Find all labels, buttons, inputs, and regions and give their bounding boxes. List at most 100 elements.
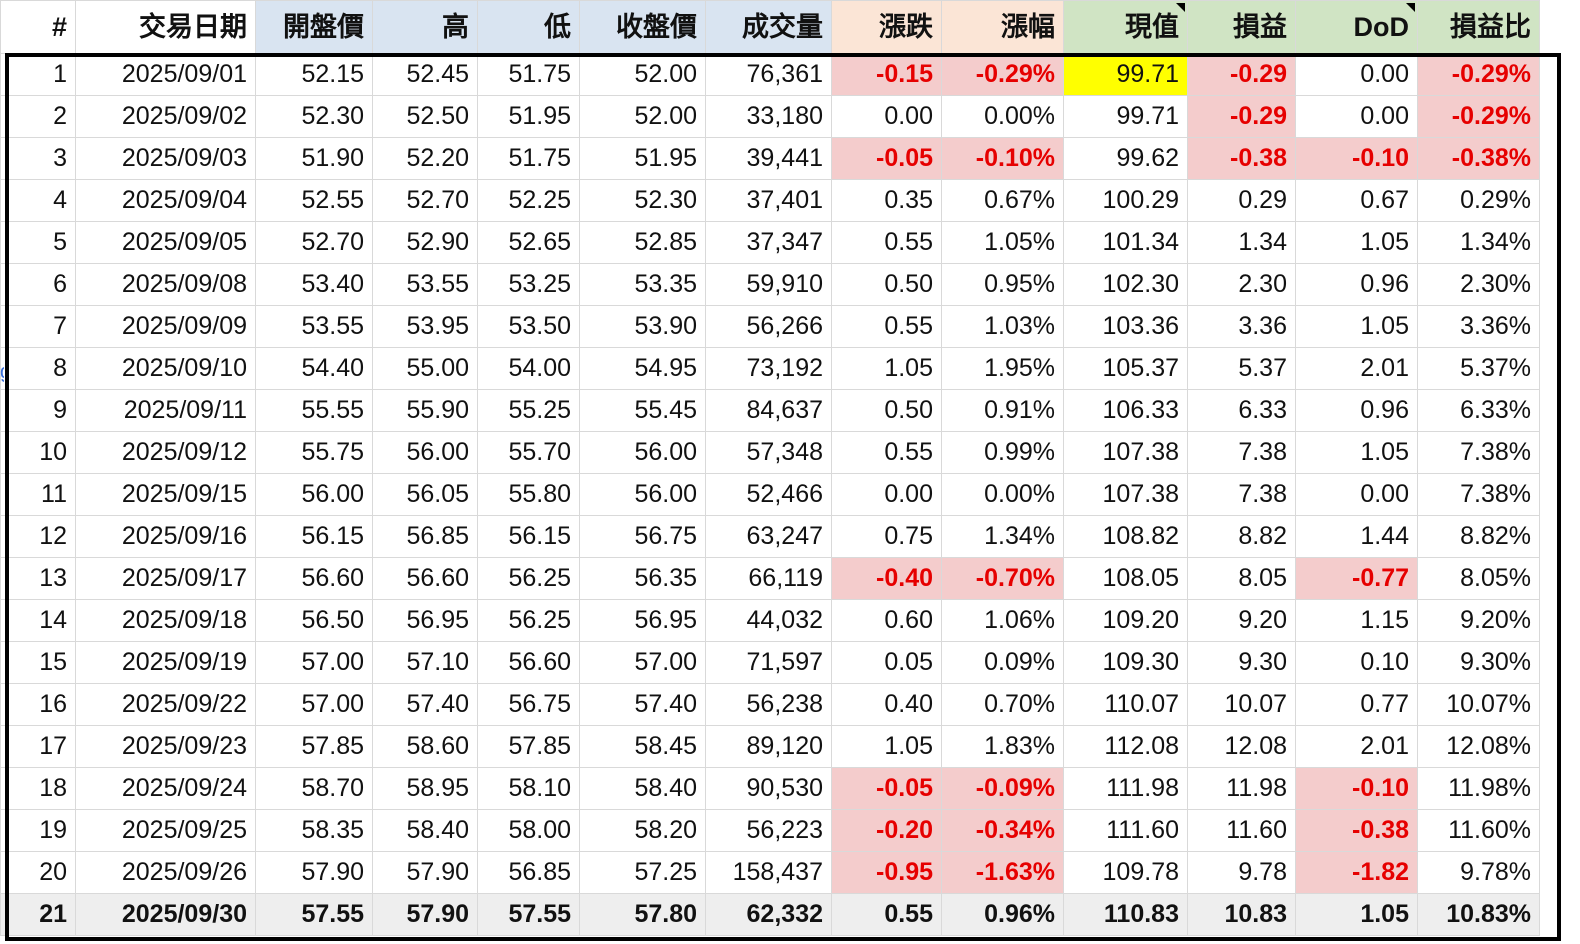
cell-profit-loss[interactable]: 9.20 — [1187, 599, 1296, 642]
cell-high[interactable]: 52.90 — [372, 221, 478, 264]
header-change[interactable]: 漲跌 — [831, 0, 942, 54]
cell-low[interactable]: 55.70 — [477, 431, 580, 474]
cell-profit-loss[interactable]: 7.38 — [1187, 431, 1296, 474]
cell-volume[interactable]: 57,348 — [705, 431, 832, 474]
cell-dod[interactable]: -0.10 — [1295, 137, 1418, 180]
cell-open[interactable]: 56.00 — [255, 473, 373, 516]
cell-open[interactable]: 58.35 — [255, 809, 373, 852]
cell-change-pct[interactable]: 0.00% — [941, 473, 1064, 516]
cell-change[interactable]: -0.20 — [831, 809, 942, 852]
cell-dod[interactable]: 0.96 — [1295, 389, 1418, 432]
cell-change[interactable]: -0.95 — [831, 851, 942, 894]
cell-index[interactable]: 12 — [0, 515, 76, 558]
cell-trade-date[interactable]: 2025/09/10 — [75, 347, 256, 390]
cell-current-value[interactable]: 103.36 — [1063, 305, 1188, 348]
cell-profit-loss-ratio[interactable]: 11.60% — [1417, 809, 1540, 852]
cell-close[interactable]: 57.80 — [579, 893, 706, 936]
cell-trade-date[interactable]: 2025/09/26 — [75, 851, 256, 894]
cell-volume[interactable]: 52,466 — [705, 473, 832, 516]
cell-change[interactable]: 0.55 — [831, 431, 942, 474]
cell-profit-loss[interactable]: 9.78 — [1187, 851, 1296, 894]
cell-dod[interactable]: 2.01 — [1295, 347, 1418, 390]
cell-change[interactable]: 0.55 — [831, 305, 942, 348]
cell-trade-date[interactable]: 2025/09/19 — [75, 641, 256, 684]
cell-profit-loss[interactable]: 8.82 — [1187, 515, 1296, 558]
cell-high[interactable]: 58.95 — [372, 767, 478, 810]
cell-index[interactable]: 5 — [0, 221, 76, 264]
cell-current-value[interactable]: 102.30 — [1063, 263, 1188, 306]
cell-high[interactable]: 52.50 — [372, 95, 478, 138]
cell-current-value[interactable]: 99.62 — [1063, 137, 1188, 180]
header-close[interactable]: 收盤價 — [579, 0, 706, 54]
cell-high[interactable]: 53.95 — [372, 305, 478, 348]
cell-index[interactable]: 3 — [0, 137, 76, 180]
cell-profit-loss-ratio[interactable]: 5.37% — [1417, 347, 1540, 390]
cell-close[interactable]: 52.85 — [579, 221, 706, 264]
cell-volume[interactable]: 44,032 — [705, 599, 832, 642]
cell-open[interactable]: 57.00 — [255, 683, 373, 726]
cell-low[interactable]: 54.00 — [477, 347, 580, 390]
cell-volume[interactable]: 33,180 — [705, 95, 832, 138]
cell-close[interactable]: 56.35 — [579, 557, 706, 600]
cell-profit-loss[interactable]: 10.83 — [1187, 893, 1296, 936]
cell-volume[interactable]: 59,910 — [705, 263, 832, 306]
header-high[interactable]: 高 — [372, 0, 478, 54]
cell-current-value[interactable]: 99.71 — [1063, 53, 1188, 96]
cell-dod[interactable]: -1.82 — [1295, 851, 1418, 894]
cell-profit-loss-ratio[interactable]: 7.38% — [1417, 473, 1540, 516]
cell-volume[interactable]: 66,119 — [705, 557, 832, 600]
cell-close[interactable]: 57.25 — [579, 851, 706, 894]
cell-open[interactable]: 55.55 — [255, 389, 373, 432]
cell-dod[interactable]: 0.10 — [1295, 641, 1418, 684]
cell-index[interactable]: 6 — [0, 263, 76, 306]
cell-open[interactable]: 52.30 — [255, 95, 373, 138]
cell-high[interactable]: 55.90 — [372, 389, 478, 432]
cell-profit-loss-ratio[interactable]: -0.29% — [1417, 95, 1540, 138]
cell-low[interactable]: 55.25 — [477, 389, 580, 432]
cell-low[interactable]: 52.25 — [477, 179, 580, 222]
header-profit-loss[interactable]: 損益 — [1187, 0, 1296, 54]
cell-high[interactable]: 52.45 — [372, 53, 478, 96]
cell-trade-date[interactable]: 2025/09/23 — [75, 725, 256, 768]
cell-index[interactable]: 20 — [0, 851, 76, 894]
cell-change[interactable]: 0.55 — [831, 893, 942, 936]
cell-change[interactable]: 0.50 — [831, 389, 942, 432]
cell-volume[interactable]: 89,120 — [705, 725, 832, 768]
cell-high[interactable]: 56.85 — [372, 515, 478, 558]
cell-trade-date[interactable]: 2025/09/18 — [75, 599, 256, 642]
cell-change-pct[interactable]: 1.05% — [941, 221, 1064, 264]
cell-trade-date[interactable]: 2025/09/17 — [75, 557, 256, 600]
cell-change-pct[interactable]: 0.70% — [941, 683, 1064, 726]
cell-current-value[interactable]: 108.05 — [1063, 557, 1188, 600]
cell-change[interactable]: -0.40 — [831, 557, 942, 600]
cell-close[interactable]: 58.45 — [579, 725, 706, 768]
cell-open[interactable]: 56.15 — [255, 515, 373, 558]
cell-close[interactable]: 53.90 — [579, 305, 706, 348]
cell-volume[interactable]: 39,441 — [705, 137, 832, 180]
cell-dod[interactable]: 0.00 — [1295, 53, 1418, 96]
cell-current-value[interactable]: 100.29 — [1063, 179, 1188, 222]
cell-open[interactable]: 53.40 — [255, 263, 373, 306]
cell-change-pct[interactable]: 1.34% — [941, 515, 1064, 558]
cell-current-value[interactable]: 106.33 — [1063, 389, 1188, 432]
cell-change-pct[interactable]: 1.83% — [941, 725, 1064, 768]
cell-profit-loss-ratio[interactable]: 9.20% — [1417, 599, 1540, 642]
cell-change-pct[interactable]: 0.09% — [941, 641, 1064, 684]
cell-dod[interactable]: 1.05 — [1295, 221, 1418, 264]
cell-dod[interactable]: -0.38 — [1295, 809, 1418, 852]
header-current-value[interactable]: 現值 — [1063, 0, 1188, 54]
cell-profit-loss[interactable]: 8.05 — [1187, 557, 1296, 600]
cell-change[interactable]: 0.75 — [831, 515, 942, 558]
cell-profit-loss[interactable]: 11.98 — [1187, 767, 1296, 810]
cell-high[interactable]: 58.60 — [372, 725, 478, 768]
cell-change-pct[interactable]: -0.29% — [941, 53, 1064, 96]
cell-volume[interactable]: 56,238 — [705, 683, 832, 726]
comment-marker-icon[interactable] — [1176, 3, 1185, 12]
cell-change-pct[interactable]: -0.70% — [941, 557, 1064, 600]
cell-close[interactable]: 52.00 — [579, 95, 706, 138]
cell-change[interactable]: 0.60 — [831, 599, 942, 642]
cell-open[interactable]: 55.75 — [255, 431, 373, 474]
cell-dod[interactable]: -0.10 — [1295, 767, 1418, 810]
cell-current-value[interactable]: 108.82 — [1063, 515, 1188, 558]
cell-change-pct[interactable]: -0.10% — [941, 137, 1064, 180]
